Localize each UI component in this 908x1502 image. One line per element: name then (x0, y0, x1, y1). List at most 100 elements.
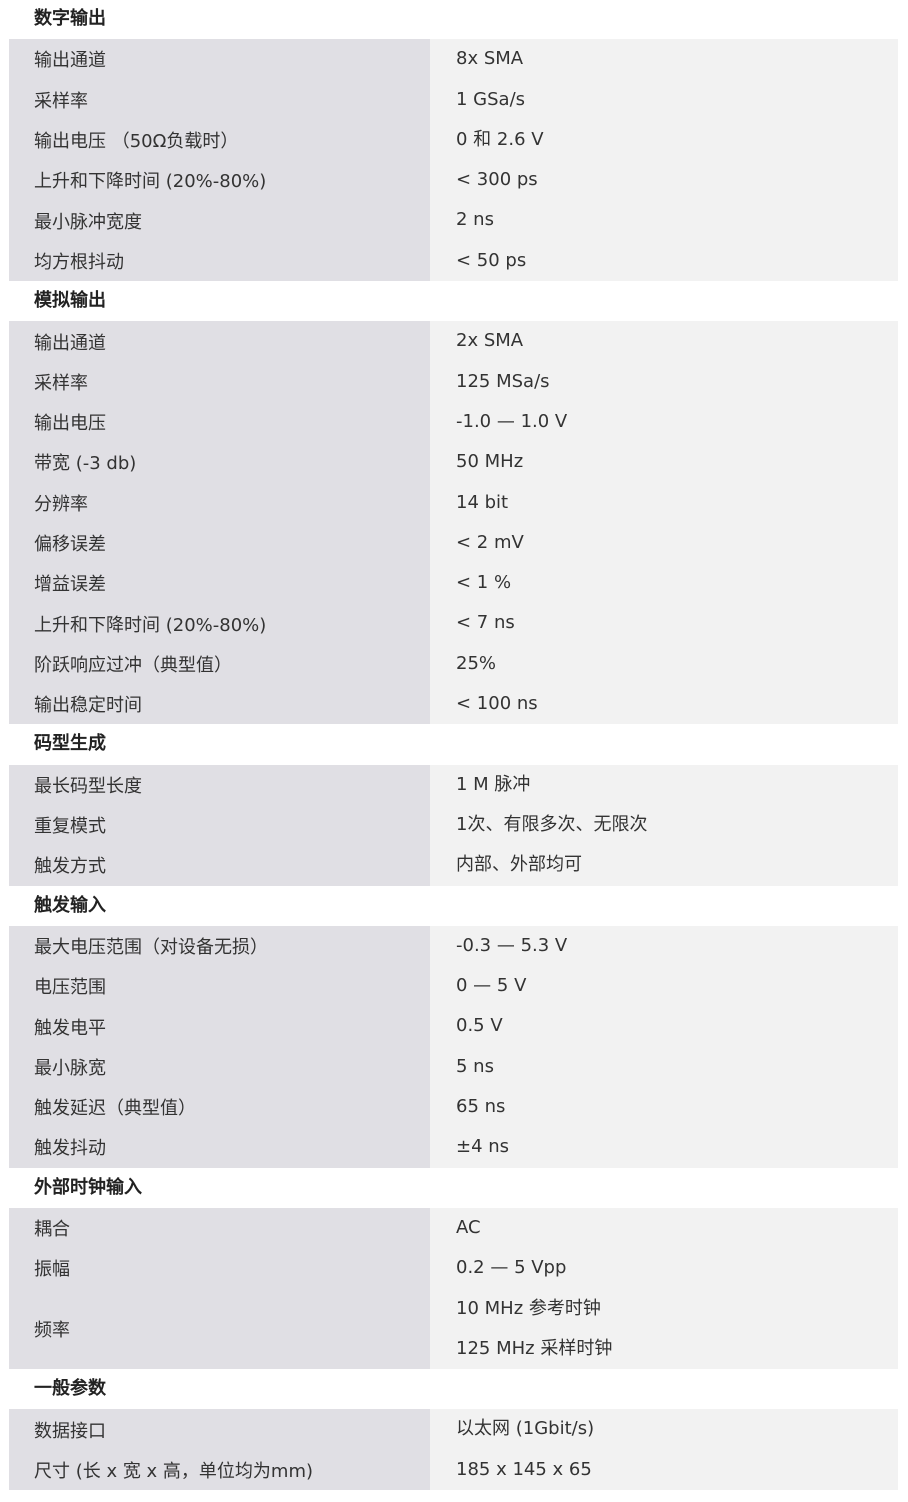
spec-label: 分辨率 (9, 482, 430, 523)
spec-value-cell: -0.3 — 5.3 V (430, 925, 898, 967)
spec-label: 采样率 (9, 361, 430, 402)
spec-value: < 50 ps (456, 249, 527, 271)
spec-value-cell: 185 x 145 x 65 (430, 1449, 898, 1490)
spec-label: 数据接口 (9, 1409, 430, 1450)
spec-value: < 1 % (456, 572, 512, 594)
spec-label: 上升和下降时间 (20%-80%) (9, 603, 430, 644)
spec-value: 8x SMA (456, 48, 524, 70)
spec-row: 阶跃响应过冲（典型值） 25% (9, 643, 898, 685)
spec-row: 触发延迟（典型值） 65 ns (9, 1087, 898, 1128)
spec-label: 输出通道 (9, 321, 430, 362)
spec-label: 触发延迟（典型值） (9, 1087, 430, 1128)
section-title: 数字输出 (9, 0, 898, 40)
spec-row: 最小脉冲宽度 2 ns (9, 200, 898, 241)
spec-value-cell: 65 ns (430, 1087, 898, 1128)
spec-label: 带宽 (-3 db) (9, 442, 430, 483)
spec-row: 上升和下降时间 (20%-80%) < 300 ps (9, 160, 898, 201)
spec-value: 0.2 — 5 Vpp (456, 1257, 567, 1279)
spec-row: 频率 10 MHz 参考时钟 125 MHz 采样时钟 (9, 1288, 898, 1370)
spec-value: 1 M 脉冲 (456, 773, 531, 795)
spec-value: AC (456, 1216, 481, 1238)
spec-label: 输出电压 （50Ω负载时） (9, 119, 430, 161)
spec-value-cell: AC (430, 1207, 898, 1249)
spec-row: 尺寸 (长 x 宽 x 高，单位均为mm) 185 x 145 x 65 (9, 1449, 898, 1490)
spec-value: 2x SMA (456, 330, 524, 352)
spec-label: 触发电平 (9, 1006, 430, 1047)
spec-value: 0 — 5 V (456, 975, 527, 997)
spec-value: 125 MSa/s (456, 370, 550, 392)
spec-row: 耦合 AC (9, 1207, 898, 1249)
spec-value-cell: 1 GSa/s (430, 79, 898, 120)
spec-value-cell: < 100 ns (430, 684, 898, 725)
spec-value-cell: < 2 mV (430, 522, 898, 564)
spec-label: 振幅 (9, 1248, 430, 1289)
section-title: 一般参数 (9, 1369, 898, 1410)
spec-label: 采样率 (9, 79, 430, 120)
spec-label: 输出通道 (9, 39, 430, 80)
section-title: 码型生成 (9, 724, 898, 765)
spec-label: 重复模式 (9, 804, 430, 846)
spec-value-cell: < 300 ps (430, 160, 898, 201)
spec-value: 1次、有限多次、无限次 (456, 813, 648, 835)
spec-value: 0.5 V (456, 1015, 503, 1037)
spec-row: 输出通道 2x SMA (9, 321, 898, 362)
spec-label: 上升和下降时间 (20%-80%) (9, 160, 430, 201)
spec-value: 25% (456, 652, 497, 674)
spec-row: 最小脉宽 5 ns (9, 1046, 898, 1088)
spec-value: -1.0 — 1.0 V (456, 410, 568, 432)
spec-value: 10 MHz 参考时钟 (456, 1297, 601, 1319)
section-title: 模拟输出 (9, 281, 898, 322)
spec-value-cell: 14 bit (430, 482, 898, 523)
spec-row: 触发方式 内部、外部均可 (9, 845, 898, 886)
spec-row: 输出稳定时间 < 100 ns (9, 684, 898, 725)
spec-label: 输出稳定时间 (9, 684, 430, 725)
spec-label: 偏移误差 (9, 522, 430, 564)
spec-value-cell: 0.2 — 5 Vpp (430, 1248, 898, 1289)
spec-row: 均方根抖动 < 50 ps (9, 240, 898, 282)
spec-value-cell: < 7 ns (430, 603, 898, 644)
spec-label: 最长码型长度 (9, 764, 430, 805)
spec-value: < 7 ns (456, 612, 515, 634)
section-title: 外部时钟输入 (9, 1167, 898, 1208)
spec-value-cell: 0 和 2.6 V (430, 119, 898, 161)
spec-row: 采样率 1 GSa/s (9, 79, 898, 120)
spec-value-cell: 5 ns (430, 1046, 898, 1088)
spec-row: 增益误差 < 1 % (9, 563, 898, 604)
spec-label: 触发抖动 (9, 1127, 430, 1168)
spec-value: 14 bit (456, 491, 509, 513)
spec-label: 触发方式 (9, 845, 430, 886)
spec-value: < 100 ns (456, 693, 538, 715)
spec-row: 偏移误差 < 2 mV (9, 522, 898, 564)
spec-label: 输出电压 (9, 401, 430, 443)
spec-row: 分辨率 14 bit (9, 482, 898, 523)
spec-row: 最大电压范围（对设备无损） -0.3 — 5.3 V (9, 925, 898, 967)
spec-row: 最长码型长度 1 M 脉冲 (9, 764, 898, 805)
spec-label: 最小脉冲宽度 (9, 200, 430, 241)
spec-row: 电压范围 0 — 5 V (9, 966, 898, 1007)
spec-value: ±4 ns (456, 1136, 510, 1158)
spec-row: 输出电压 -1.0 — 1.0 V (9, 401, 898, 443)
spec-value-cell: 25% (430, 643, 898, 685)
spec-value: 65 ns (456, 1096, 506, 1118)
section-title: 触发输入 (9, 885, 898, 926)
spec-label: 耦合 (9, 1207, 430, 1249)
spec-value: 0 和 2.6 V (456, 128, 544, 150)
spec-value: < 300 ps (456, 169, 538, 191)
spec-label: 最大电压范围（对设备无损） (9, 925, 430, 967)
spec-value: 以太网 (1Gbit/s) (456, 1418, 595, 1440)
spec-value-cell: 内部、外部均可 (430, 845, 898, 886)
spec-value-cell: 50 MHz (430, 442, 898, 483)
spec-value: -0.3 — 5.3 V (456, 934, 568, 956)
spec-label: 尺寸 (长 x 宽 x 高，单位均为mm) (9, 1449, 430, 1490)
spec-row: 输出电压 （50Ω负载时） 0 和 2.6 V (9, 119, 898, 161)
spec-label: 最小脉宽 (9, 1046, 430, 1088)
spec-value-cell: 1 M 脉冲 (430, 764, 898, 805)
spec-value-cell: ±4 ns (430, 1127, 898, 1168)
spec-value-cell: < 1 % (430, 563, 898, 604)
spec-value-cell: 2x SMA (430, 321, 898, 362)
spec-value-cell: 10 MHz 参考时钟 125 MHz 采样时钟 (430, 1288, 898, 1370)
spec-row: 重复模式 1次、有限多次、无限次 (9, 804, 898, 846)
spec-value-cell: 0.5 V (430, 1006, 898, 1047)
spec-value-cell: < 50 ps (430, 240, 898, 282)
spec-row: 数据接口 以太网 (1Gbit/s) (9, 1409, 898, 1450)
